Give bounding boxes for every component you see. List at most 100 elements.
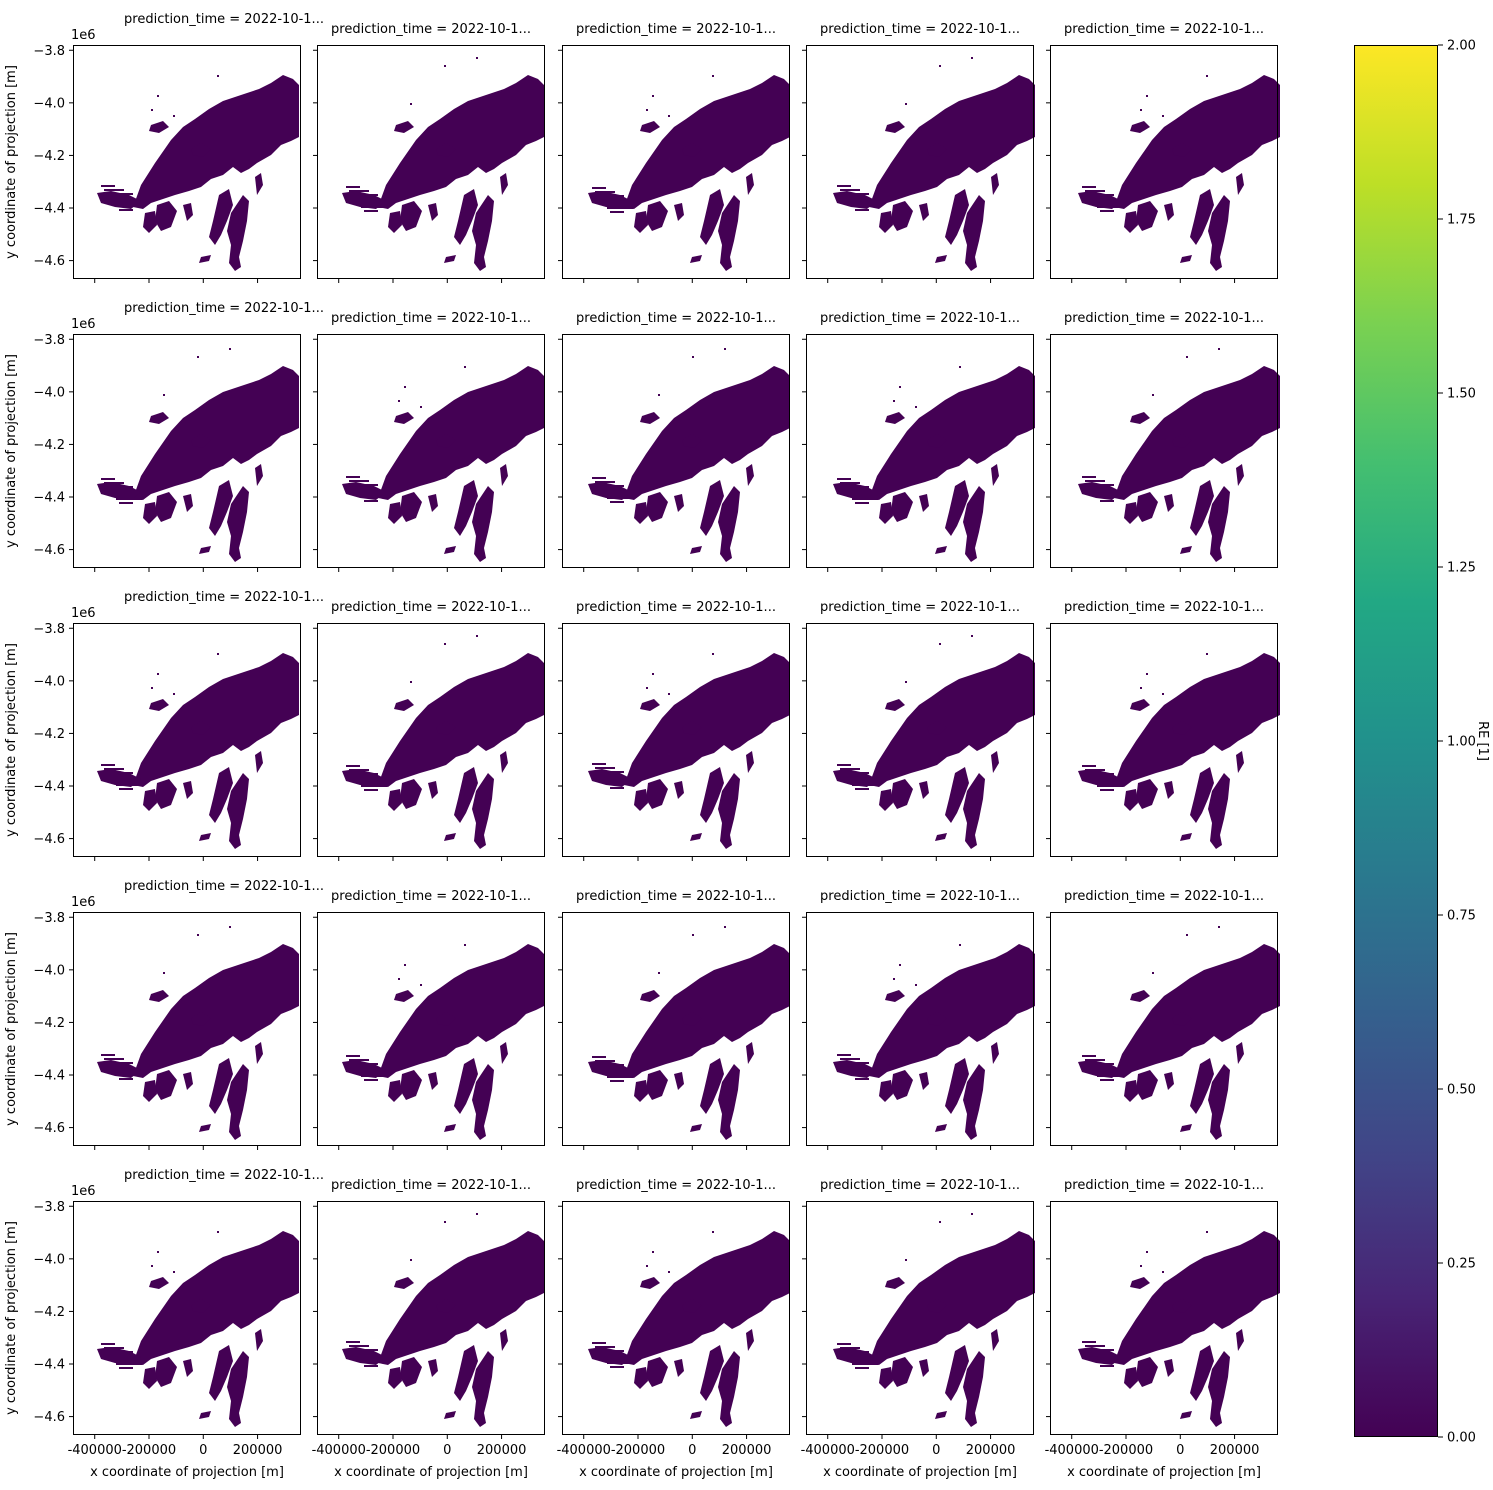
field-patch — [700, 1345, 724, 1401]
field-patch — [1172, 1012, 1192, 1026]
y-offset-label: 1e6 — [71, 317, 96, 332]
field-patch — [1190, 189, 1214, 245]
field-patch — [436, 434, 456, 448]
field-dot — [476, 1213, 478, 1215]
field-patch — [436, 721, 456, 735]
field-streak — [1100, 789, 1114, 791]
field-patch — [394, 699, 414, 711]
field-streak — [610, 211, 624, 213]
field-streak — [846, 490, 860, 492]
facet-panel: prediction_time = 2022-10-1... 1e6 −3.8 −4.… — [4, 879, 324, 1150]
field-streak — [107, 1351, 133, 1353]
field-patch — [183, 781, 193, 799]
field-dot — [712, 653, 714, 655]
field-streak — [355, 198, 369, 200]
facet-panel: prediction_time = 2022-10-1... -400000 -20… — [557, 1178, 790, 1480]
field-streak — [1091, 488, 1105, 490]
y-tick-label: −4.2 — [33, 438, 65, 453]
panel-title: prediction_time = 2022-10-1... — [1064, 1178, 1264, 1193]
field-streak — [852, 784, 878, 786]
field-dot — [173, 115, 175, 117]
field-streak — [346, 1341, 360, 1343]
field-patch — [149, 412, 169, 424]
field-patch — [885, 990, 905, 1002]
field-patch — [183, 203, 193, 221]
field-dot — [163, 972, 165, 974]
field-streak — [846, 1355, 860, 1357]
field-patch — [935, 255, 947, 263]
field-streak — [598, 1350, 624, 1352]
field-streak — [1082, 476, 1096, 478]
field-patch — [199, 255, 211, 263]
field-streak — [855, 1078, 869, 1080]
field-streak — [110, 1066, 124, 1068]
field-streak — [849, 201, 869, 203]
field-patch — [454, 480, 478, 536]
field-patch — [342, 482, 386, 500]
field-patch — [682, 143, 702, 157]
field-patch — [927, 1012, 947, 1026]
panel-frame — [1050, 45, 1278, 279]
field-patch — [935, 1124, 947, 1132]
field-patch — [991, 751, 999, 773]
colorbar-gradient — [1354, 45, 1438, 1437]
field-streak — [849, 1359, 869, 1361]
field-dot — [410, 1259, 412, 1261]
field-patch — [227, 1064, 249, 1140]
field-dot — [444, 1221, 446, 1223]
field-streak — [1094, 1071, 1114, 1073]
x-tick-label: -200000 — [122, 1443, 176, 1458]
field-region — [133, 366, 299, 500]
field-patch — [690, 255, 702, 263]
field-patch — [945, 1345, 969, 1401]
field-dot — [217, 1231, 219, 1233]
field-patch — [1164, 1359, 1174, 1377]
field-streak — [607, 497, 633, 499]
field-dot — [1206, 1231, 1208, 1233]
field-patch — [746, 751, 754, 773]
field-dot — [893, 978, 895, 980]
field-region — [869, 1231, 1035, 1365]
field-patch — [1190, 767, 1214, 823]
field-streak — [855, 788, 869, 790]
field-patch — [991, 1042, 999, 1064]
field-streak — [607, 1076, 633, 1078]
masked-field — [97, 75, 299, 271]
field-streak — [101, 185, 115, 187]
colorbar-tick-label: 0.75 — [1447, 909, 1476, 924]
field-region — [133, 75, 299, 209]
x-tick-label: 200000 — [966, 1443, 1016, 1458]
field-patch — [1130, 1277, 1150, 1289]
field-streak — [610, 501, 624, 503]
field-patch — [500, 751, 508, 773]
field-dot — [712, 75, 714, 77]
field-streak — [843, 486, 869, 488]
field-patch — [919, 781, 929, 799]
y-tick-label: −4.0 — [33, 963, 65, 978]
field-streak — [116, 784, 142, 786]
field-streak — [592, 1056, 606, 1058]
field-patch — [155, 1357, 177, 1387]
field-region — [624, 366, 790, 500]
field-streak — [604, 493, 624, 495]
field-patch — [991, 464, 999, 486]
field-region — [869, 366, 1035, 500]
field-streak — [595, 1060, 615, 1062]
field-patch — [718, 195, 740, 271]
field-patch — [444, 255, 456, 263]
field-dot — [1206, 75, 1208, 77]
field-patch — [640, 699, 660, 711]
panel-frame — [562, 45, 790, 279]
panel-title: prediction_time = 2022-10-1... — [576, 22, 776, 37]
field-streak — [364, 1079, 378, 1081]
field-streak — [1088, 1063, 1114, 1065]
field-streak — [352, 773, 378, 775]
field-patch — [436, 1299, 456, 1313]
field-patch — [199, 833, 211, 841]
field-patch — [963, 195, 985, 271]
panel-grid: prediction_time = 2022-10-1... 1e6 −3.8 −4.… — [4, 12, 1280, 1480]
panel-frame — [73, 623, 301, 857]
field-streak — [595, 481, 615, 483]
field-streak — [110, 1355, 124, 1357]
field-dot — [398, 400, 400, 402]
